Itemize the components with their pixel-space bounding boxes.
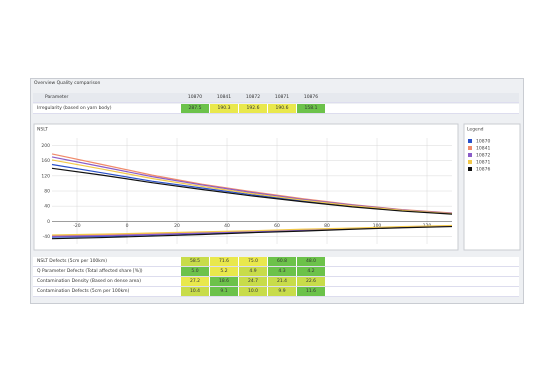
series-line <box>51 159 453 215</box>
x-tick-label: -20 <box>73 223 80 229</box>
table-row: NSLT Defects (5cm per 100km) 58.5 71.6 75.0… <box>33 257 519 267</box>
y-tick-label: 200 <box>41 143 50 149</box>
x-tick-label: 60 <box>274 223 280 229</box>
value-cell: 58.5 <box>181 257 209 266</box>
row-label: Contamination Defects (5cm per 100km) <box>37 289 130 294</box>
y-tick-label: 80 <box>44 189 50 195</box>
header-cell: Parameter <box>45 95 69 100</box>
header-cell: 10876 <box>303 95 319 100</box>
series-line <box>51 167 453 215</box>
legend-label: 10841 <box>476 146 490 152</box>
value-cell: 10.0 <box>239 287 267 296</box>
value-cell: 9.1 <box>210 287 238 296</box>
header-cell: 10870 <box>187 95 203 100</box>
table-row: Q Parameter Defects (Total affected shar… <box>33 267 519 277</box>
chart-panel <box>33 123 459 251</box>
chart-title: NSLT <box>37 127 48 133</box>
window-title: Overview Quality comparison <box>34 81 101 86</box>
value-cell: 60.8 <box>268 257 296 266</box>
row-label: Q Parameter Defects (Total affected shar… <box>37 269 143 274</box>
row-label: NSLT Defects (5cm per 100km) <box>37 259 108 264</box>
legend-label: 10872 <box>476 153 490 159</box>
value-cell: 287.5 <box>181 104 209 113</box>
value-cell: 4.2 <box>297 267 325 276</box>
y-tick-label: 120 <box>41 173 50 179</box>
value-cell: 190.6 <box>268 104 296 113</box>
header-cell: 10871 <box>274 95 290 100</box>
legend-swatch <box>468 146 472 150</box>
value-cell: 5.2 <box>210 267 238 276</box>
legend-label: 10876 <box>476 167 490 173</box>
table-row: Contamination Defects (5cm per 100km) 10.… <box>33 287 519 297</box>
value-cell: 27.2 <box>181 277 209 286</box>
value-cell: 48.0 <box>297 257 325 266</box>
value-cell: 5.0 <box>181 267 209 276</box>
value-cell: 9.9 <box>268 287 296 296</box>
value-cell: 22.6 <box>297 277 325 286</box>
value-cell: 18.6 <box>210 277 238 286</box>
legend-label: 10870 <box>476 139 490 145</box>
value-cell: 190.3 <box>210 104 238 113</box>
y-tick-label: -40 <box>43 234 50 240</box>
legend-label: 10871 <box>476 160 490 166</box>
y-tick-label: 0 <box>47 219 50 225</box>
legend-panel <box>463 123 521 251</box>
x-tick-label: 100 <box>373 223 382 229</box>
table-row: Contamination Density (Based on dense ar… <box>33 277 519 287</box>
y-tick-label: 160 <box>41 158 50 164</box>
series-line <box>51 225 453 240</box>
header-row: Parameter 10870 10841 10872 10871 10876 <box>33 93 519 103</box>
legend-swatch <box>468 139 472 143</box>
header-cell: 10872 <box>245 95 261 100</box>
header-cell: 10841 <box>216 95 232 100</box>
legend-title: Legend <box>467 127 484 133</box>
value-cell: 10.4 <box>181 287 209 296</box>
x-tick-label: 0 <box>126 223 129 229</box>
value-cell: 71.6 <box>210 257 238 266</box>
x-tick-label: 80 <box>324 223 330 229</box>
row-label: Contamination Density (Based on dense ar… <box>37 279 141 284</box>
value-cell: 4.9 <box>239 267 267 276</box>
series-line <box>51 224 453 236</box>
table-row: Irregularity (based on yarn body) 287.5 19… <box>33 104 519 114</box>
legend-swatch <box>468 167 472 171</box>
x-tick-label: 20 <box>174 223 180 229</box>
value-cell: 21.4 <box>268 277 296 286</box>
value-cell: 11.6 <box>297 287 325 296</box>
value-cell: 75.0 <box>239 257 267 266</box>
row-label: Irregularity (based on yarn body) <box>37 106 112 111</box>
legend-swatch <box>468 153 472 157</box>
y-tick-label: 40 <box>44 204 50 210</box>
value-cell: 158.1 <box>297 104 325 113</box>
legend-swatch <box>468 160 472 164</box>
x-tick-label: 40 <box>224 223 230 229</box>
value-cell: 192.6 <box>239 104 267 113</box>
value-cell: 4.3 <box>268 267 296 276</box>
value-cell: 24.7 <box>239 277 267 286</box>
